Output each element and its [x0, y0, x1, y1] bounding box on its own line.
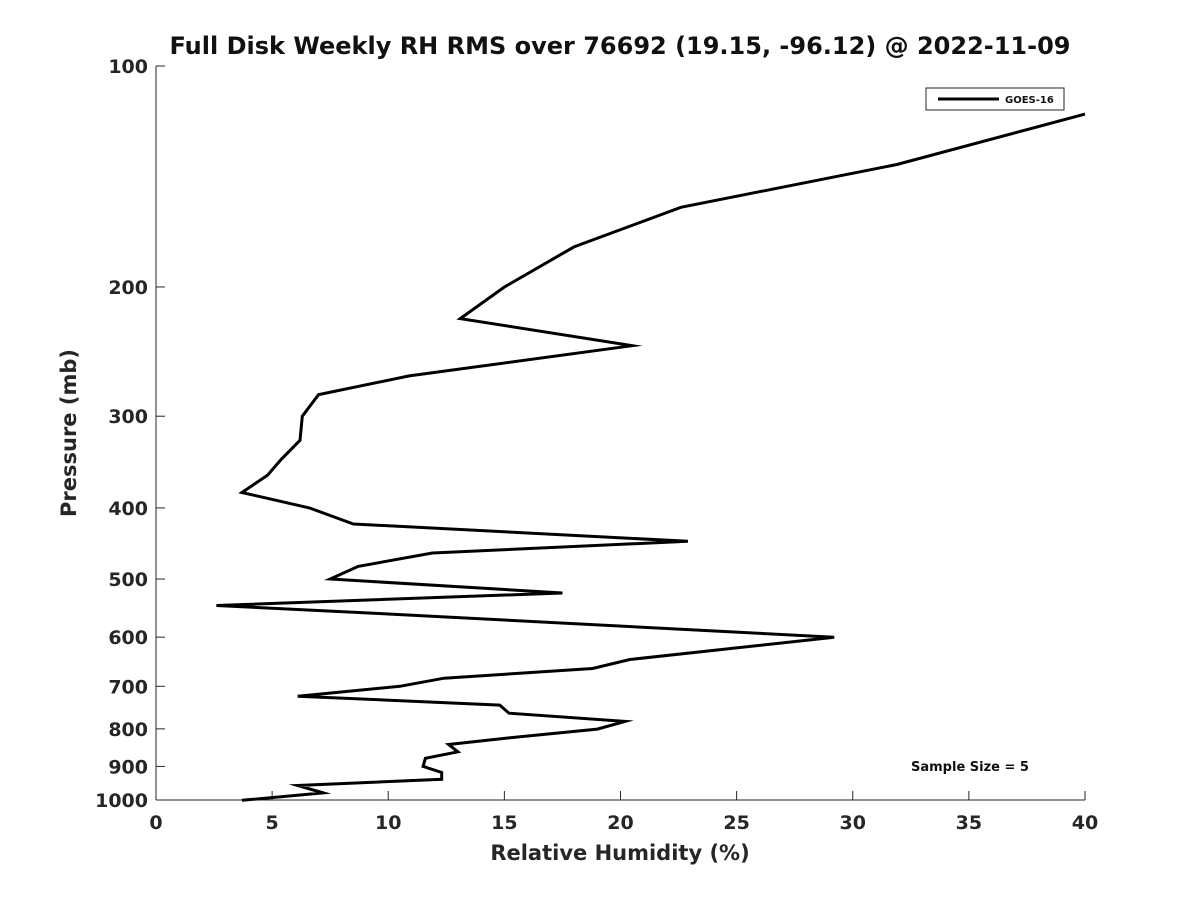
y-tick-label: 200 [108, 277, 148, 299]
x-tick-label: 15 [491, 812, 517, 834]
y-tick-label: 500 [108, 569, 148, 591]
x-tick-label: 10 [375, 812, 401, 834]
chart-title: Full Disk Weekly RH RMS over 76692 (19.1… [169, 32, 1070, 60]
y-tick-label: 600 [108, 627, 148, 649]
y-ticks: 100 200 300 400 500 600 700 800 900 1000 [95, 56, 165, 812]
x-tick-label: 25 [723, 812, 749, 834]
x-tick-label: 5 [266, 812, 279, 834]
y-tick-label: 700 [108, 676, 148, 698]
x-tick-label: 0 [149, 812, 162, 834]
y-tick-label: 100 [108, 56, 148, 78]
sample-size-annotation: Sample Size = 5 [911, 760, 1029, 775]
y-tick-label: 400 [108, 498, 148, 520]
x-tick-label: 35 [956, 812, 982, 834]
x-tick-label: 30 [840, 812, 866, 834]
y-tick-label: 800 [108, 719, 148, 741]
x-tick-label: 20 [607, 812, 633, 834]
x-ticks: 0 5 10 15 20 25 30 35 40 [149, 791, 1098, 834]
y-tick-label: 1000 [95, 790, 148, 812]
series-line-goes-16 [216, 112, 1086, 802]
series-layer [216, 112, 1086, 802]
y-axis-label: Pressure (mb) [57, 349, 81, 517]
legend-entry-goes-16: GOES-16 [1005, 95, 1054, 106]
x-axis-label: Relative Humidity (%) [490, 841, 749, 865]
x-tick-label: 40 [1072, 812, 1098, 834]
y-tick-label: 300 [108, 406, 148, 428]
y-tick-label: 900 [108, 756, 148, 778]
legend: GOES-16 [925, 87, 1065, 111]
